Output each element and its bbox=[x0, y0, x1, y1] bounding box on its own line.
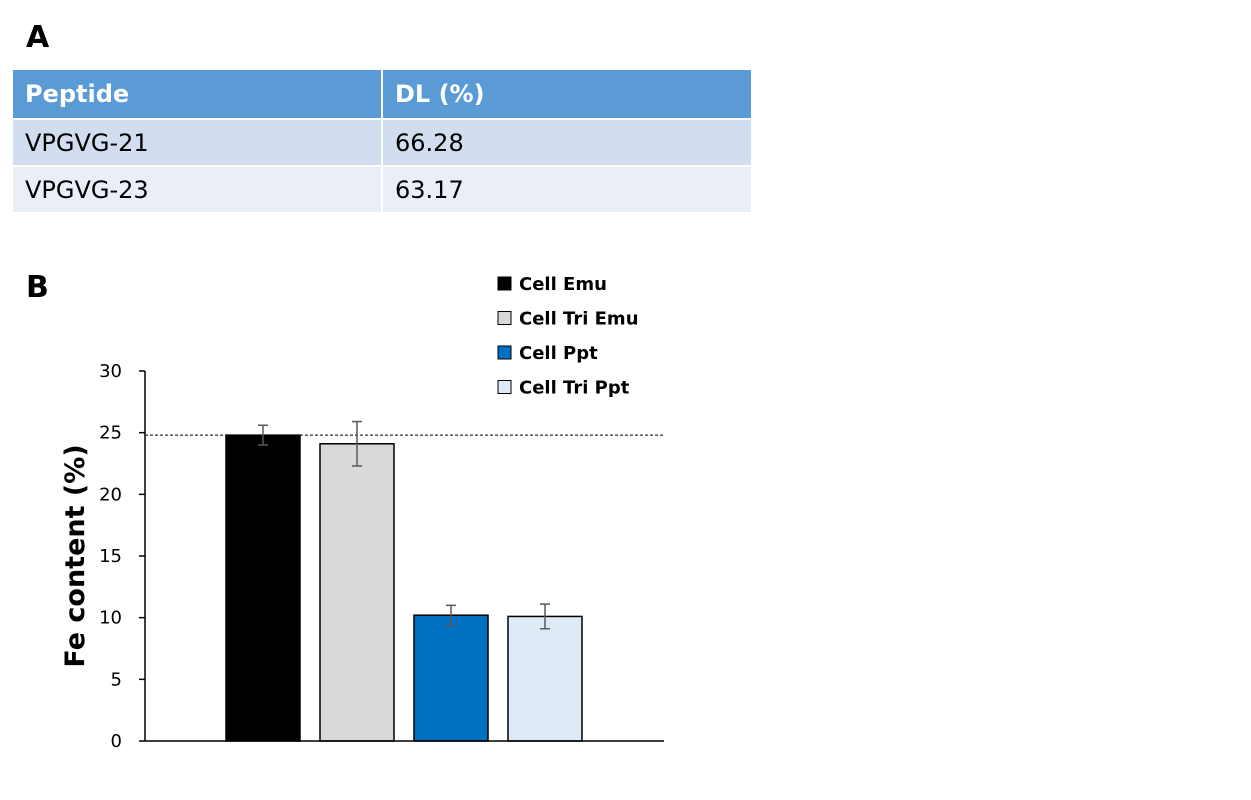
bar-3 bbox=[507, 615, 583, 742]
bar-0 bbox=[225, 434, 301, 742]
legend-label: Cell Tri Emu bbox=[519, 309, 639, 330]
y-axis-label: Fe content (%) bbox=[60, 444, 91, 667]
y-tick-label: 10 bbox=[99, 608, 122, 629]
legend-label: Cell Emu bbox=[519, 274, 607, 295]
table-row: VPGVG-21 66.28 bbox=[11, 118, 753, 167]
legend-swatch bbox=[497, 276, 512, 291]
y-tick-label: 30 bbox=[99, 361, 122, 382]
y-tick-label: 0 bbox=[111, 731, 122, 752]
table-row: VPGVG-23 63.17 bbox=[11, 165, 753, 214]
legend-label: Cell Tri Ppt bbox=[519, 378, 630, 399]
table-cell: VPGVG-21 bbox=[11, 118, 383, 167]
bar-2 bbox=[413, 614, 489, 742]
table-header-row: Peptide DL (%) bbox=[11, 68, 753, 120]
bar-1 bbox=[319, 443, 395, 742]
y-tick-label: 25 bbox=[99, 423, 122, 444]
panel-label-b: B bbox=[26, 270, 49, 305]
legend-label: Cell Ppt bbox=[519, 343, 598, 364]
drug-loading-table: Peptide DL (%) VPGVG-21 66.28 VPGVG-23 6… bbox=[11, 68, 753, 214]
table-header-cell: Peptide bbox=[11, 68, 383, 120]
y-tick-label: 5 bbox=[111, 669, 122, 690]
table-header-cell: DL (%) bbox=[381, 68, 753, 120]
legend-swatch bbox=[497, 311, 512, 325]
legend-swatch bbox=[497, 345, 512, 360]
y-tick-label: 15 bbox=[99, 546, 122, 567]
table-cell: 63.17 bbox=[381, 165, 753, 214]
table-cell: 66.28 bbox=[381, 118, 753, 167]
table-cell: VPGVG-23 bbox=[11, 165, 383, 214]
y-tick-label: 20 bbox=[99, 484, 122, 505]
legend-swatch bbox=[497, 380, 512, 394]
panel-label-a: A bbox=[26, 20, 50, 55]
